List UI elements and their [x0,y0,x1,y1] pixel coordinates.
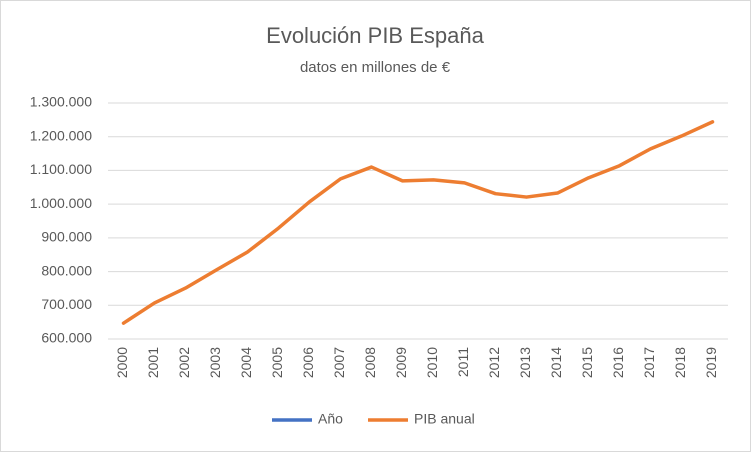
x-tick-label: 2007 [331,347,347,378]
x-tick-label: 2016 [610,347,626,378]
series-line [121,120,715,325]
x-tick-label: 2004 [238,347,254,378]
y-tick-label: 800.000 [41,262,92,278]
x-tick-label: 2008 [362,347,378,378]
x-tick-label: 2014 [548,347,564,378]
chart-title: Evolución PIB España [266,23,484,48]
legend-label: Año [318,411,343,427]
y-tick-label: 1.300.000 [30,94,92,110]
y-tick-label: 600.000 [41,330,92,346]
chart-subtitle: datos en millones de € [300,59,451,76]
x-tick-label: 2000 [114,347,130,378]
y-tick-label: 1.000.000 [30,195,92,211]
x-tick-label: 2018 [672,347,688,378]
x-tick-label: 2002 [176,347,192,378]
x-tick-label: 2010 [424,347,440,378]
x-tick-label: 2005 [269,347,285,378]
x-tick-label: 2009 [393,347,409,378]
x-tick-label: 2019 [703,347,719,378]
y-tick-label: 700.000 [41,296,92,312]
y-tick-label: 1.100.000 [30,161,92,177]
x-tick-label: 2011 [455,347,471,377]
y-tick-label: 900.000 [41,229,92,245]
legend-label: PIB anual [414,411,475,427]
x-tick-label: 2003 [207,347,223,378]
x-tick-label: 2013 [517,347,533,378]
x-tick-label: 2015 [579,347,595,378]
y-tick-label: 1.200.000 [30,127,92,143]
x-tick-label: 2001 [145,347,161,378]
x-tick-label: 2017 [641,347,657,378]
x-tick-label: 2006 [300,347,316,378]
x-tick-label: 2012 [486,347,502,378]
